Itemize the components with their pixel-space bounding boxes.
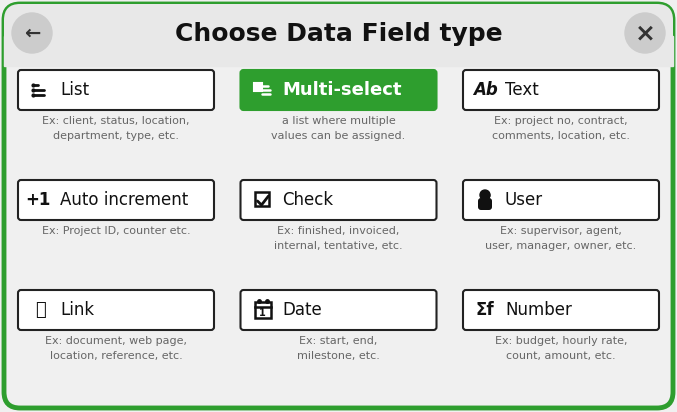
FancyBboxPatch shape [4, 4, 673, 408]
Text: +1: +1 [25, 191, 51, 209]
Text: Ex: finished, invoiced,
internal, tentative, etc.: Ex: finished, invoiced, internal, tentat… [274, 226, 403, 251]
Text: ×: × [634, 21, 655, 45]
FancyBboxPatch shape [240, 290, 437, 330]
Text: Ex: client, status, location,
department, type, etc.: Ex: client, status, location, department… [42, 116, 190, 141]
FancyBboxPatch shape [18, 70, 214, 110]
Text: Ex: budget, hourly rate,
count, amount, etc.: Ex: budget, hourly rate, count, amount, … [495, 336, 628, 361]
Text: Link: Link [60, 301, 94, 319]
FancyBboxPatch shape [4, 4, 673, 66]
FancyBboxPatch shape [240, 70, 437, 110]
Text: Check: Check [282, 191, 334, 209]
Text: Number: Number [505, 301, 572, 319]
Text: Ex: supervisor, agent,
user, manager, owner, etc.: Ex: supervisor, agent, user, manager, ow… [485, 226, 636, 251]
Text: 1: 1 [259, 308, 266, 318]
FancyBboxPatch shape [18, 180, 214, 220]
Text: Ex: project no, contract,
comments, location, etc.: Ex: project no, contract, comments, loca… [492, 116, 630, 141]
Text: List: List [60, 81, 89, 99]
Text: Σf: Σf [476, 301, 494, 319]
FancyBboxPatch shape [478, 198, 492, 210]
Text: Ex: start, end,
milestone, etc.: Ex: start, end, milestone, etc. [297, 336, 380, 361]
Text: User: User [505, 191, 543, 209]
Circle shape [12, 13, 52, 53]
Text: ✓: ✓ [253, 82, 261, 92]
FancyBboxPatch shape [253, 83, 261, 91]
Text: ⛓: ⛓ [35, 301, 45, 319]
Text: Ex: Project ID, counter etc.: Ex: Project ID, counter etc. [42, 226, 190, 236]
Text: Text: Text [505, 81, 539, 99]
Text: Auto increment: Auto increment [60, 191, 188, 209]
Text: Ex: document, web page,
location, reference, etc.: Ex: document, web page, location, refere… [45, 336, 187, 361]
Text: Date: Date [282, 301, 322, 319]
FancyBboxPatch shape [463, 180, 659, 220]
FancyBboxPatch shape [18, 290, 214, 330]
Text: a list where multiple
values can be assigned.: a list where multiple values can be assi… [271, 116, 406, 141]
Text: Multi-select: Multi-select [282, 81, 402, 99]
Circle shape [480, 190, 490, 200]
FancyBboxPatch shape [463, 70, 659, 110]
Text: ←: ← [24, 23, 40, 42]
Bar [4, 36, 673, 66]
Text: Ab: Ab [473, 81, 498, 99]
Text: Choose Data Field type: Choose Data Field type [175, 22, 502, 46]
FancyBboxPatch shape [240, 180, 437, 220]
FancyBboxPatch shape [463, 290, 659, 330]
Circle shape [625, 13, 665, 53]
